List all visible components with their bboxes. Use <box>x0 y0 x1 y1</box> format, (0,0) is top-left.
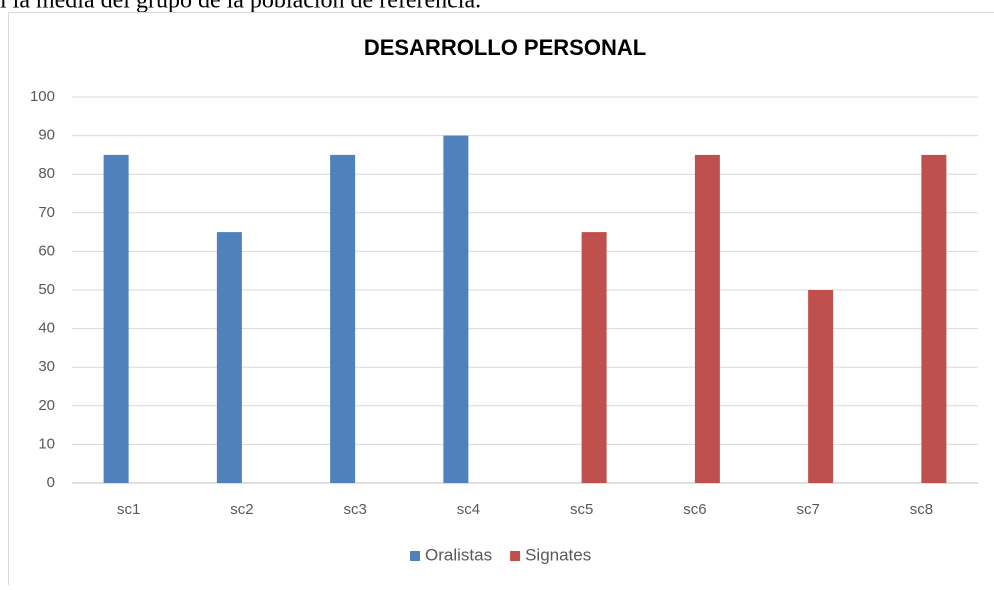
legend-label: Oralistas <box>425 545 492 564</box>
bar <box>695 155 720 483</box>
y-tick-label: 60 <box>38 242 55 259</box>
bar <box>217 232 242 483</box>
bar <box>582 232 607 483</box>
chart-frame <box>9 13 994 586</box>
x-tick-label: sc2 <box>230 501 253 518</box>
y-tick-label: 90 <box>38 127 55 144</box>
y-tick-label: 70 <box>38 204 55 221</box>
y-tick-label: 50 <box>38 281 55 298</box>
y-tick-label: 0 <box>47 474 55 491</box>
x-tick-label: sc6 <box>683 501 706 518</box>
legend-swatch <box>510 551 520 561</box>
y-tick-label: 100 <box>30 88 55 105</box>
y-tick-label: 20 <box>38 397 55 414</box>
x-tick-label: sc8 <box>910 501 933 518</box>
y-tick-label: 10 <box>38 435 55 452</box>
bar <box>921 155 946 483</box>
bar <box>808 290 833 483</box>
legend-swatch <box>410 551 420 561</box>
document-text: l la media del grupo de la población de … <box>0 0 481 14</box>
y-tick-label: 40 <box>38 320 55 337</box>
bar <box>330 155 355 483</box>
bar <box>443 136 468 483</box>
x-tick-label: sc4 <box>457 501 480 518</box>
bar <box>104 155 129 483</box>
x-tick-label: sc1 <box>117 501 140 518</box>
x-tick-label: sc5 <box>570 501 593 518</box>
y-tick-label: 30 <box>38 358 55 375</box>
legend-label: Signates <box>525 545 591 564</box>
x-tick-label: sc7 <box>796 501 819 518</box>
x-tick-label: sc3 <box>343 501 366 518</box>
y-tick-label: 80 <box>38 165 55 182</box>
chart-title: DESARROLLO PERSONAL <box>364 35 646 60</box>
